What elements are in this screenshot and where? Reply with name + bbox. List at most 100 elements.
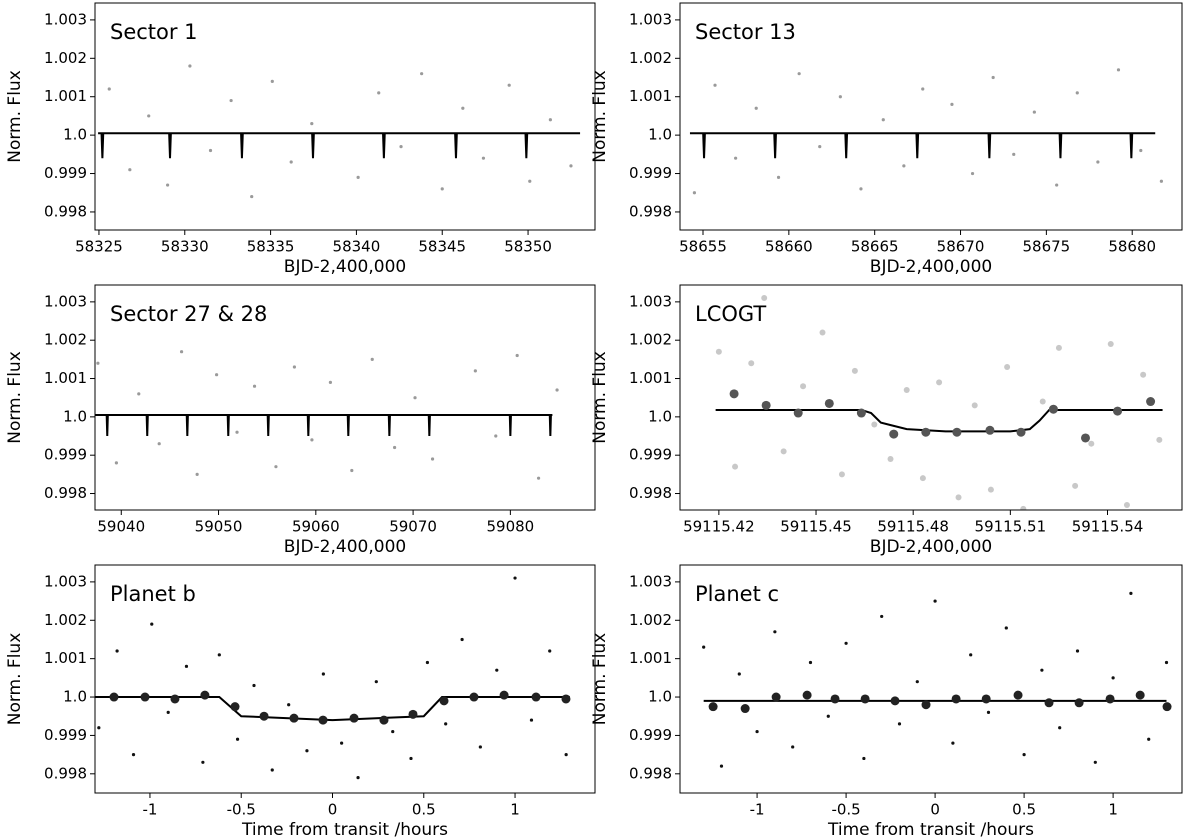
- binned-point: [889, 429, 899, 439]
- plot-area: [689, 68, 1163, 195]
- raw-point: [370, 357, 374, 361]
- x-tick-label: 58350: [504, 238, 552, 256]
- x-tick-label: 58330: [161, 238, 209, 256]
- raw-point: [377, 91, 381, 95]
- raw-point: [1111, 676, 1115, 680]
- x-tick-label: 59115.42: [683, 518, 755, 536]
- binned-point: [1105, 694, 1115, 704]
- raw-point: [115, 649, 119, 653]
- raw-point: [1055, 344, 1062, 351]
- model-line: [95, 696, 570, 722]
- raw-point: [107, 87, 111, 91]
- x-axis-label: Time from transit /hours: [241, 820, 448, 839]
- y-tick-label: 1.003: [44, 572, 87, 590]
- y-tick-label: 1.001: [629, 87, 672, 105]
- x-tick-label: 59070: [389, 518, 437, 536]
- raw-point: [1159, 179, 1163, 183]
- binned-point: [740, 704, 750, 714]
- x-tick-label: 0.5: [1012, 801, 1036, 819]
- raw-point: [1129, 591, 1133, 596]
- raw-point: [862, 756, 866, 761]
- raw-point: [166, 183, 170, 187]
- raw-point: [719, 764, 724, 768]
- panel-title: LCOGT: [695, 302, 766, 326]
- x-tick-label: -1: [142, 801, 157, 819]
- y-tick-label: 1.002: [44, 331, 87, 349]
- raw-point: [289, 160, 293, 164]
- binned-point: [856, 408, 866, 418]
- raw-point: [494, 434, 498, 438]
- raw-point: [287, 703, 291, 707]
- raw-point: [732, 463, 739, 470]
- y-tick-label: 1.001: [629, 649, 672, 667]
- y-tick-label: 1.001: [44, 369, 87, 387]
- raw-point: [270, 79, 274, 83]
- y-tick-label: 1.002: [44, 49, 87, 67]
- x-tick-label: 59115.48: [877, 518, 949, 536]
- y-tick-label: 1.0: [648, 126, 672, 144]
- axes-frame: [94, 2, 596, 231]
- panel: 0.998 0.999 1.0 1.001 1.002 1.003 -1 -0.5 0 0.5 1 P…: [5, 564, 596, 839]
- x-tick-label: 1: [510, 801, 520, 819]
- x-tick-label: -0.5: [831, 801, 860, 819]
- y-tick-label: 1.002: [629, 49, 672, 67]
- raw-point: [528, 179, 532, 183]
- x-tick-label: 58325: [75, 238, 123, 256]
- raw-point: [838, 471, 845, 478]
- y-axis-label: Norm. Flux: [5, 351, 25, 444]
- raw-point: [420, 72, 424, 76]
- y-tick-label: 0.999: [44, 164, 87, 182]
- panel-title: Sector 13: [695, 20, 796, 44]
- binned-point: [349, 713, 359, 723]
- x-tick-label: 59080: [487, 518, 535, 536]
- raw-point: [1075, 649, 1080, 653]
- binned-point: [802, 690, 812, 700]
- binned-point: [771, 692, 781, 702]
- raw-point: [292, 365, 297, 369]
- binned-point: [1016, 427, 1026, 437]
- y-tick-label: 0.999: [629, 726, 672, 744]
- raw-point: [713, 83, 717, 87]
- raw-point: [529, 718, 534, 722]
- binned-point: [499, 690, 509, 700]
- y-axis-label: Norm. Flux: [590, 351, 610, 444]
- raw-point: [515, 353, 519, 358]
- x-tick-label: 0.5: [412, 801, 436, 819]
- raw-point: [1140, 371, 1147, 378]
- raw-point: [1072, 482, 1079, 489]
- x-tick-label: 0: [930, 801, 940, 819]
- plot-area: [98, 64, 581, 199]
- y-tick-label: 1.003: [629, 292, 672, 310]
- binned-point: [1162, 702, 1172, 712]
- raw-point: [137, 392, 141, 396]
- raw-point: [1004, 364, 1011, 371]
- raw-point: [791, 745, 795, 749]
- raw-point: [356, 175, 360, 179]
- x-tick-label: -0.5: [227, 801, 256, 819]
- raw-point: [1156, 436, 1163, 443]
- raw-point: [513, 576, 517, 580]
- raw-point: [915, 680, 919, 684]
- binned-point: [259, 711, 269, 721]
- binned-point: [1135, 690, 1145, 700]
- x-axis-label: BJD-2,400,000: [870, 257, 992, 277]
- raw-point: [692, 191, 697, 195]
- binned-point: [793, 408, 803, 418]
- raw-point: [1012, 152, 1016, 156]
- raw-point: [270, 768, 274, 772]
- raw-point: [235, 737, 240, 741]
- raw-point: [310, 122, 314, 126]
- raw-point: [229, 98, 233, 103]
- binned-point: [289, 713, 299, 723]
- raw-point: [340, 741, 344, 745]
- y-tick-label: 1.0: [648, 407, 672, 425]
- model-line: [689, 132, 1156, 159]
- raw-point: [880, 614, 884, 619]
- y-axis-label: Norm. Flux: [5, 70, 25, 163]
- raw-point: [755, 729, 759, 734]
- x-axis-label: BJD-2,400,000: [284, 537, 406, 557]
- plot-area: [95, 576, 571, 780]
- raw-point: [1058, 726, 1062, 730]
- y-tick-label: 0.998: [44, 202, 87, 220]
